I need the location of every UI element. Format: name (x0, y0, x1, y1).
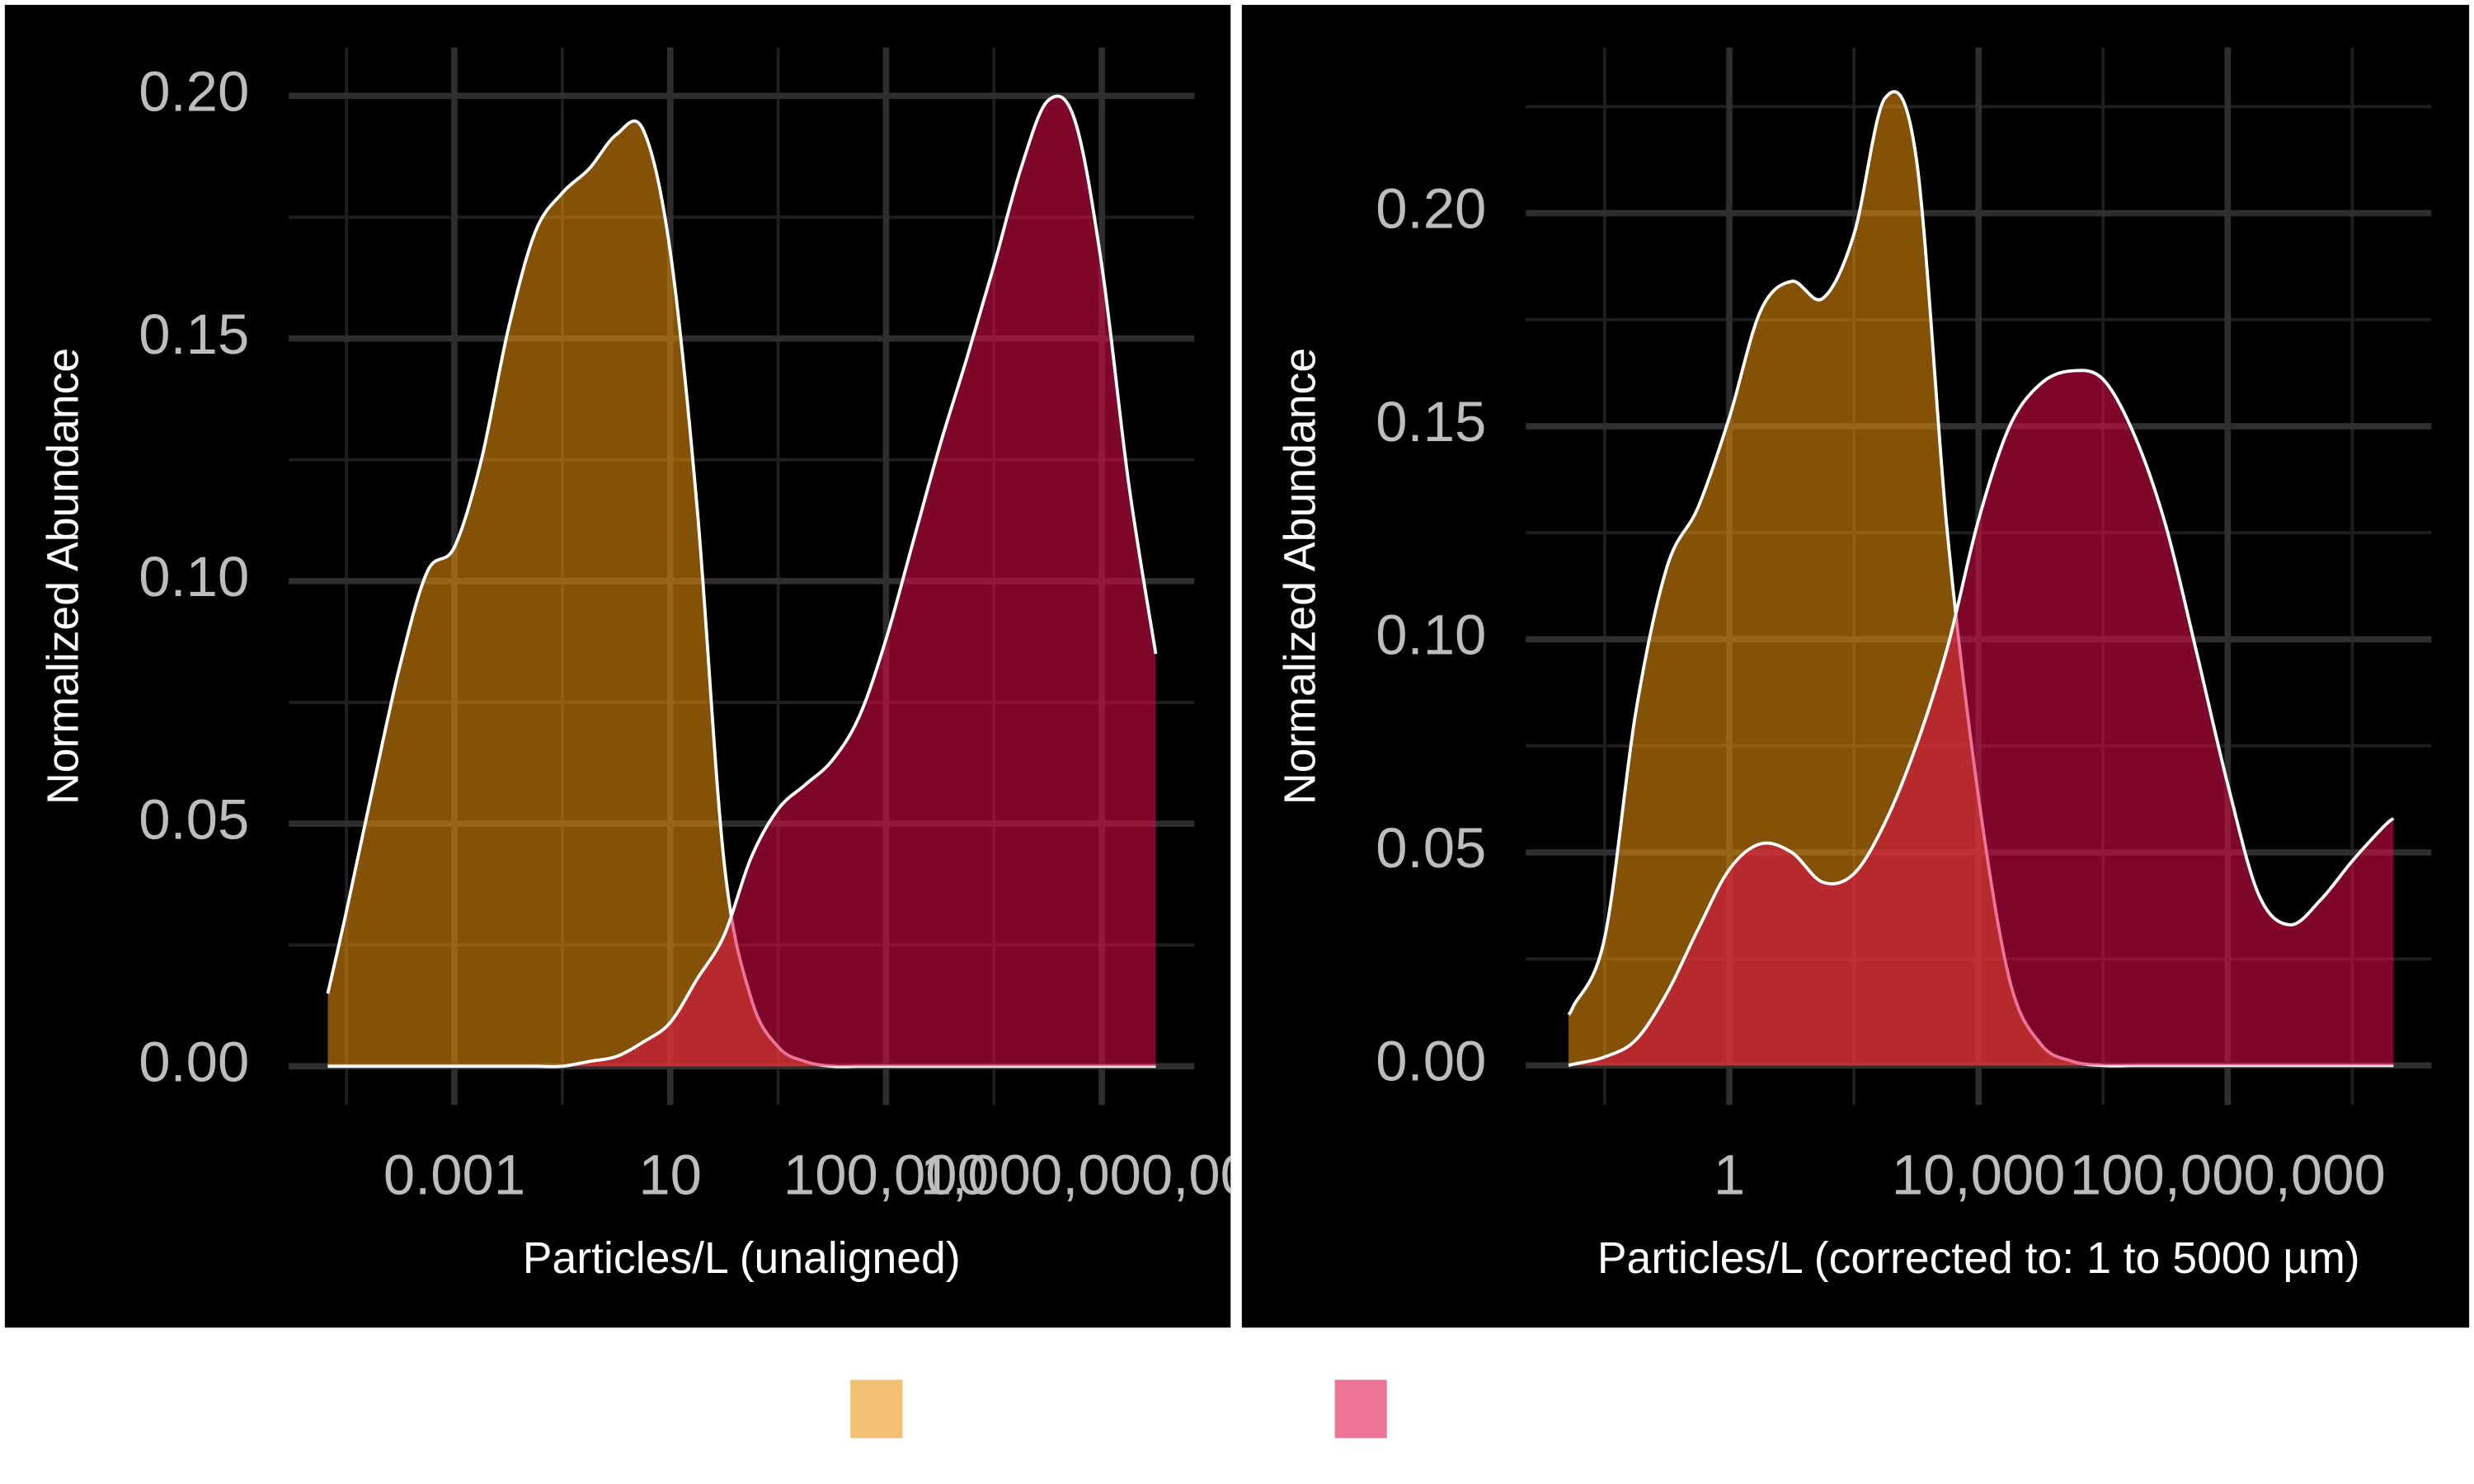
x-axis-title: Particles/L (unaligned) (523, 1233, 961, 1283)
density-outline (326, 120, 1156, 1068)
density-outline (327, 94, 1158, 1068)
chart-panel: 0.00 0.05 0.10 0.15 0.20 0.001 10 100,0001,000,… (4, 4, 1283, 1328)
x-tick-label: 1,000,000,000 (920, 1144, 1283, 1207)
legend-key (1334, 1379, 1387, 1439)
y-tick-label: 0.00 (139, 1031, 249, 1094)
y-tick-label: 0.05 (1376, 816, 1486, 880)
y-axis-title: Normalized Abundance (1276, 348, 1325, 805)
x-tick-label: 10,000 (1892, 1144, 2066, 1207)
legend-key (850, 1379, 903, 1439)
y-tick-label: 0.20 (139, 59, 249, 123)
x-axis-title: Particles/L (corrected to: 1 to 5000 µm) (1597, 1233, 2360, 1283)
x-tick-label: 0.001 (383, 1144, 525, 1207)
y-tick-label: 0.05 (139, 787, 249, 851)
y-tick-label: 0.15 (139, 303, 249, 366)
x-tick-label: 10 (638, 1144, 702, 1207)
density-area (1569, 92, 2394, 1066)
y-tick-label: 0.10 (1376, 603, 1486, 667)
chart-panel: 0.00 0.05 0.10 0.15 0.20 1 10,000 100,000,000 Pa… (1241, 4, 2470, 1328)
y-tick-label: 0.10 (139, 545, 249, 608)
y-tick-label: 0.00 (1376, 1030, 1486, 1093)
density-outline (1568, 369, 2395, 1068)
density-area (1569, 370, 2394, 1066)
density-area (327, 120, 1156, 1067)
x-tick-label: 1 (1714, 1144, 1745, 1207)
y-tick-label: 0.15 (1376, 390, 1486, 453)
x-tick-label: 100,000 (783, 1144, 989, 1207)
x-tick-label: 100,000,000 (2070, 1144, 2386, 1207)
density-area (327, 96, 1156, 1067)
y-tick-label: 0.20 (1376, 177, 1486, 241)
y-axis-title: Normalized Abundance (39, 348, 88, 805)
